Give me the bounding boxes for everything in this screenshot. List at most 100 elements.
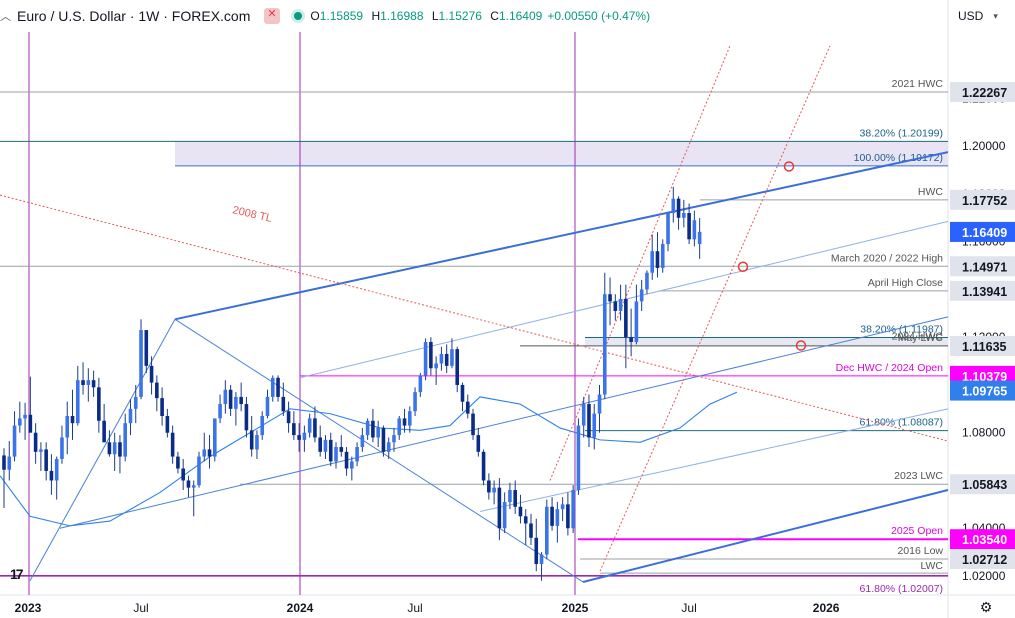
candle-body [676,198,681,218]
channel-upper-trendline [174,151,949,321]
candle-body [476,435,481,452]
candle-body [223,389,228,405]
candle-body [107,442,112,455]
median-trendline [59,316,949,529]
candle-body [23,414,27,419]
candle-body [692,220,697,240]
trendline-label: 2008 TL [231,204,273,225]
candle-body [33,432,38,452]
tradingview-logo[interactable]: 17 [10,566,24,582]
level-label: 61.80% (1.02007) [860,583,943,595]
level-label: 2025 Open [891,525,943,537]
candle-body [429,341,433,369]
candle-body [255,435,259,450]
candle-body [97,387,101,421]
time-tick: 2025 [562,601,589,615]
pitchfork-left-line [29,319,176,582]
candle-body [682,213,686,218]
level-label: 100.00% (1.19172) [854,152,943,164]
level-price-tag-bg [950,529,1015,550]
candle-body [655,251,660,268]
candle-body [28,414,33,433]
candle-body [566,504,570,529]
candle-body [228,389,233,409]
level-price-tag: 1.05843 [962,478,1007,492]
candle-body [666,213,670,245]
candle-body [465,401,470,414]
candle-body [386,442,391,452]
candle-body [529,523,533,538]
level-price-tag-bg [950,189,1015,210]
candle-body [170,432,175,457]
candle-body [176,456,180,469]
currency-selector[interactable]: USD ▾ [952,4,1012,28]
level-label: 2016 Low [897,545,943,557]
candle-body [350,461,354,469]
candle-body [234,396,238,409]
candle-body [186,480,191,488]
candle-body [423,341,428,376]
candle-body [592,413,597,438]
remove-icon[interactable] [264,7,281,24]
candle-body [355,447,359,462]
target-marker [783,161,795,172]
candle-body [70,416,75,424]
candle-body [645,272,649,290]
level-price-tag-bg [950,335,1015,356]
candle-body [597,394,602,414]
price-tick: 1.02000 [962,569,1006,583]
candle-body [112,442,117,455]
candle-body [650,251,655,273]
candle-body [207,449,212,457]
candle-body [75,380,80,424]
candle-body [581,404,586,426]
candle-body [313,418,317,438]
upper-parallel-line [299,220,949,379]
level-price-tag: 1.14971 [962,260,1007,274]
candle-body [323,439,328,452]
candle-body [413,392,417,412]
time-tick: Jul [133,601,148,615]
candle-body [629,337,633,342]
level-label: HWC [918,186,943,198]
candle-body [560,504,565,510]
level-price-tag-bg [950,256,1015,277]
collapse-chevron-icon[interactable]: ︿ [0,11,11,23]
level-price-tag-bg [950,280,1015,301]
candle-body [613,301,618,311]
symbol-title[interactable]: Euro / U.S. Dollar · 1W · FOREX.com [17,8,251,24]
candle-body [608,294,612,302]
candle-body [587,404,591,438]
candle-body [344,451,349,469]
lower-parallel-line [479,408,949,513]
candle-body [334,447,338,462]
candle-body [487,480,491,493]
candle-body [297,435,301,440]
level-price-tag: 1.10379 [962,370,1007,384]
candle-body [202,449,207,457]
level-label: Dec HWC / 2024 Open [836,362,944,374]
candle-body [302,432,307,440]
candle-body [128,408,133,424]
candle-body [660,244,665,268]
candle-body [265,396,270,417]
candle-body [270,377,275,397]
candle-body [534,537,539,565]
candle-body [418,375,423,393]
candle-body [397,418,402,436]
level-label: May LWC [898,332,944,344]
settings-gear-icon[interactable]: ⚙ [979,599,993,615]
candle-body [281,396,286,412]
level-price-tag: 1.13941 [962,285,1007,299]
candle-body [123,423,128,457]
candle-body [249,430,254,450]
candle-body [545,506,549,555]
candle-body [102,420,106,443]
candle-body [444,353,449,366]
candle-body [365,420,370,436]
candle-body [634,301,639,342]
candle-body [523,516,528,524]
candle-body [118,442,122,457]
chevron-down-icon: ▾ [993,10,998,21]
